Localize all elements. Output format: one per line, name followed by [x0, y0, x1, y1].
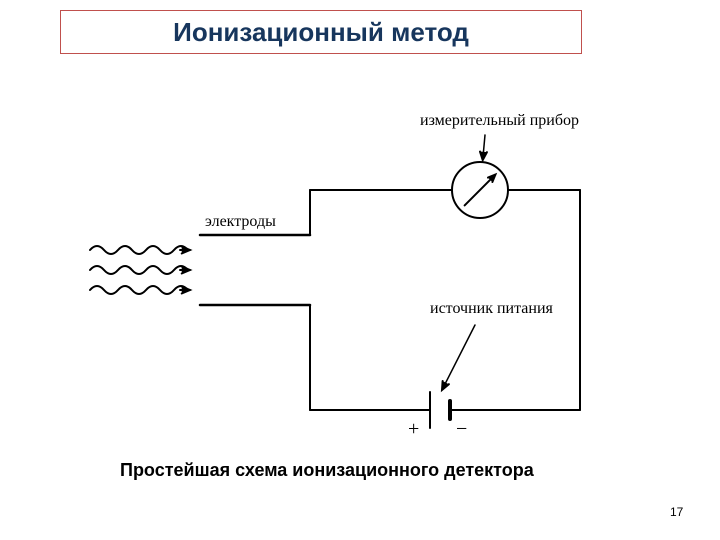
diagram-caption: Простейшая схема ионизационного детектор… — [120, 460, 534, 481]
meter-label: измерительный прибор — [420, 112, 579, 130]
circuit-diagram — [80, 110, 640, 450]
slide-title: Ионизационный метод — [60, 10, 582, 54]
battery-minus-sign: − — [456, 418, 467, 441]
battery-plus-sign: + — [408, 418, 419, 441]
electrodes-label: электроды — [205, 213, 276, 231]
power-source-label: источник питания — [430, 300, 553, 318]
page-number: 17 — [670, 505, 683, 519]
